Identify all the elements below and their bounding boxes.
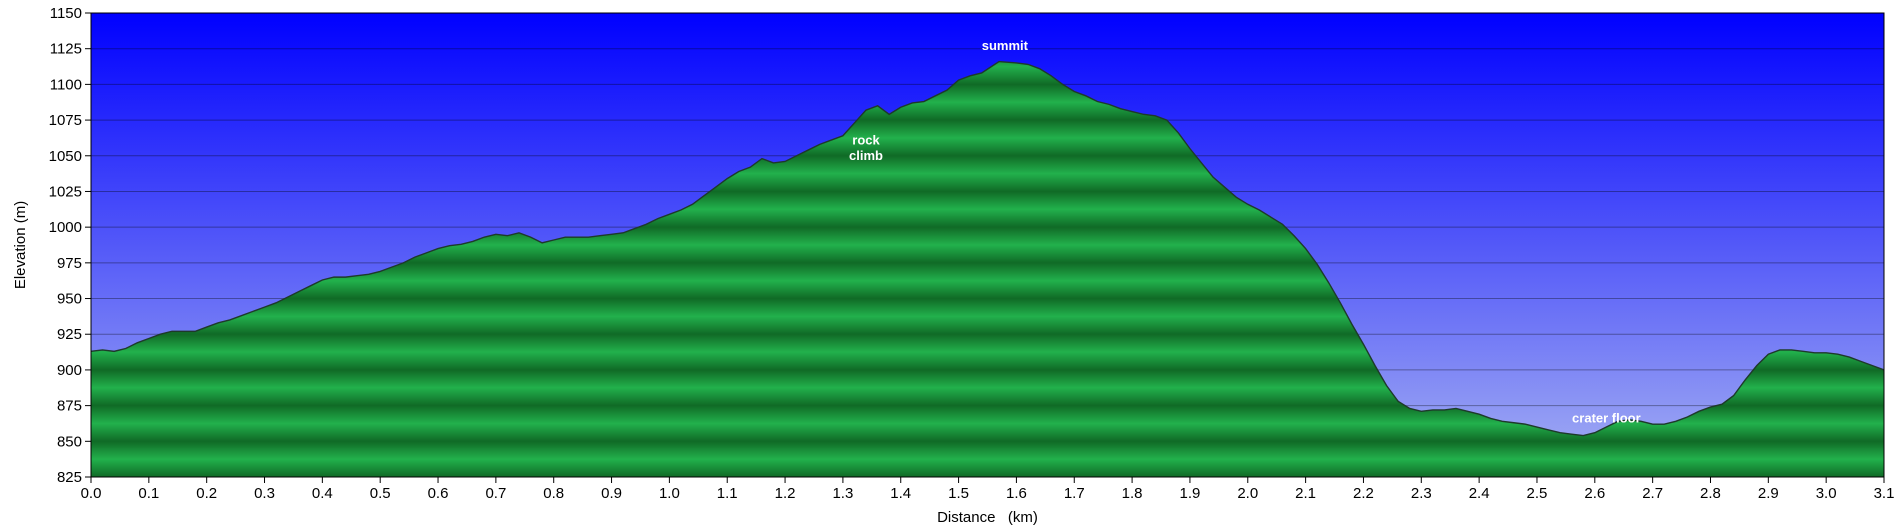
- x-tick-label: 2.3: [1411, 485, 1432, 502]
- x-tick-label: 2.7: [1642, 485, 1663, 502]
- x-tick-label: 1.5: [948, 485, 969, 502]
- annotation-label: climb: [849, 148, 883, 163]
- x-tick-label: 2.1: [1295, 485, 1316, 502]
- x-tick-label: 1.6: [1006, 485, 1027, 502]
- plot-frame: [90, 12, 1885, 478]
- x-tick-label: 1.0: [659, 485, 680, 502]
- x-tick-label: 1.4: [890, 485, 911, 502]
- x-tick-label: 1.1: [717, 485, 738, 502]
- y-tick-label: 1100: [50, 76, 82, 93]
- x-tick-label: 1.2: [775, 485, 796, 502]
- x-tick-label: 3.1: [1874, 485, 1895, 502]
- y-tick-label: 1125: [50, 41, 82, 58]
- y-tick-label: 950: [57, 291, 82, 308]
- x-tick-label: 2.5: [1527, 485, 1548, 502]
- x-tick-label: 0.0: [81, 485, 102, 502]
- x-tick-label: 2.4: [1469, 485, 1490, 502]
- x-tick-label: 0.1: [138, 485, 159, 502]
- annotation-label: crater floor: [1572, 411, 1641, 426]
- x-tick-label: 2.9: [1758, 485, 1779, 502]
- y-axis-title: Elevation (m): [12, 201, 29, 289]
- x-tick-label: 0.7: [485, 485, 506, 502]
- y-tick-label: 825: [57, 469, 82, 486]
- y-tick-label: 925: [57, 326, 82, 343]
- x-tick-label: 0.9: [601, 485, 622, 502]
- x-tick-label: 1.9: [1180, 485, 1201, 502]
- x-axis-ticks: 0.0 0.1 0.2 0.3 0.4 0.5 0.6 0.7 0.8 0.9 1.0 1.1 1.2 1…: [81, 477, 1895, 502]
- x-tick-label: 2.2: [1353, 485, 1374, 502]
- x-tick-label: 0.2: [196, 485, 217, 502]
- x-tick-label: 0.6: [428, 485, 449, 502]
- y-tick-label: 1075: [49, 112, 82, 129]
- annotation-label: summit: [982, 38, 1029, 53]
- x-tick-label: 1.8: [1122, 485, 1143, 502]
- annotation-label: rock: [852, 132, 880, 147]
- y-tick-label: 975: [57, 255, 82, 272]
- y-axis-ticks: 825 850 875 900 925 950 975 1000 1025 1050 1075 110…: [49, 5, 91, 486]
- x-tick-label: 0.3: [254, 485, 275, 502]
- y-tick-label: 1025: [49, 183, 82, 200]
- x-tick-label: 0.8: [543, 485, 564, 502]
- x-tick-label: 1.3: [832, 485, 853, 502]
- x-tick-label: 1.7: [1064, 485, 1085, 502]
- x-tick-label: 3.0: [1816, 485, 1837, 502]
- elevation-outline: [91, 60, 1884, 437]
- y-tick-label: 875: [57, 398, 82, 415]
- elevation-area: [91, 61, 1884, 477]
- y-tick-label: 1150: [50, 5, 82, 22]
- x-axis-title: Distance (km): [937, 509, 1038, 526]
- x-tick-label: 0.4: [312, 485, 333, 502]
- x-tick-label: 2.8: [1700, 485, 1721, 502]
- y-tick-label: 1000: [49, 219, 82, 236]
- x-tick-label: 0.5: [370, 485, 391, 502]
- y-tick-label: 900: [57, 362, 82, 379]
- x-tick-label: 2.0: [1237, 485, 1258, 502]
- y-tick-label: 850: [57, 433, 82, 450]
- y-tick-label: 1050: [49, 148, 82, 165]
- x-tick-label: 2.6: [1584, 485, 1605, 502]
